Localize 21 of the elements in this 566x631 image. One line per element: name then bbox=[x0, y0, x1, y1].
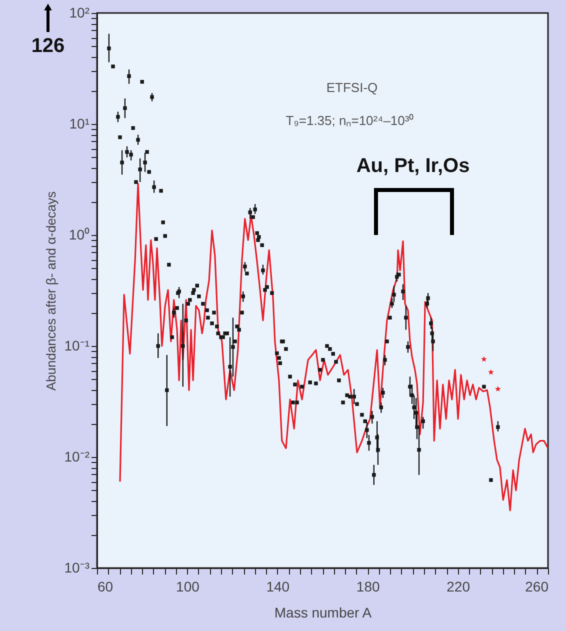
x-tick-label: 220 bbox=[446, 578, 470, 594]
y-tick-label: 10⁻¹ bbox=[64, 338, 90, 354]
y-tick-label: 10⁻² bbox=[64, 448, 90, 464]
annotation: T₉=1.35; nₙ=10²⁴–10³⁰ bbox=[286, 113, 414, 128]
point bbox=[488, 369, 494, 375]
x-tick-label: 60 bbox=[98, 578, 114, 594]
point bbox=[494, 386, 501, 392]
y-axis-title: Abundances after β- and α-decays bbox=[43, 190, 58, 391]
annotation: Au, Pt, Ir,Os bbox=[356, 155, 470, 177]
y-tick-label: 10⁻³ bbox=[64, 560, 90, 576]
x-tick-label: 140 bbox=[266, 578, 290, 594]
x-tick-label: 180 bbox=[356, 578, 380, 594]
y-tick-label: 10² bbox=[69, 4, 90, 20]
x-tick-label: 100 bbox=[176, 578, 200, 594]
x-tick-label: 260 bbox=[525, 578, 549, 594]
x-axis-title: Mass number A bbox=[274, 604, 372, 620]
text: 126 bbox=[31, 35, 65, 57]
annotation: ETFSI-Q bbox=[326, 80, 378, 95]
point bbox=[480, 356, 487, 362]
y-tick-label: 10¹ bbox=[69, 116, 90, 132]
y-tick-label: 10⁰ bbox=[68, 226, 90, 242]
